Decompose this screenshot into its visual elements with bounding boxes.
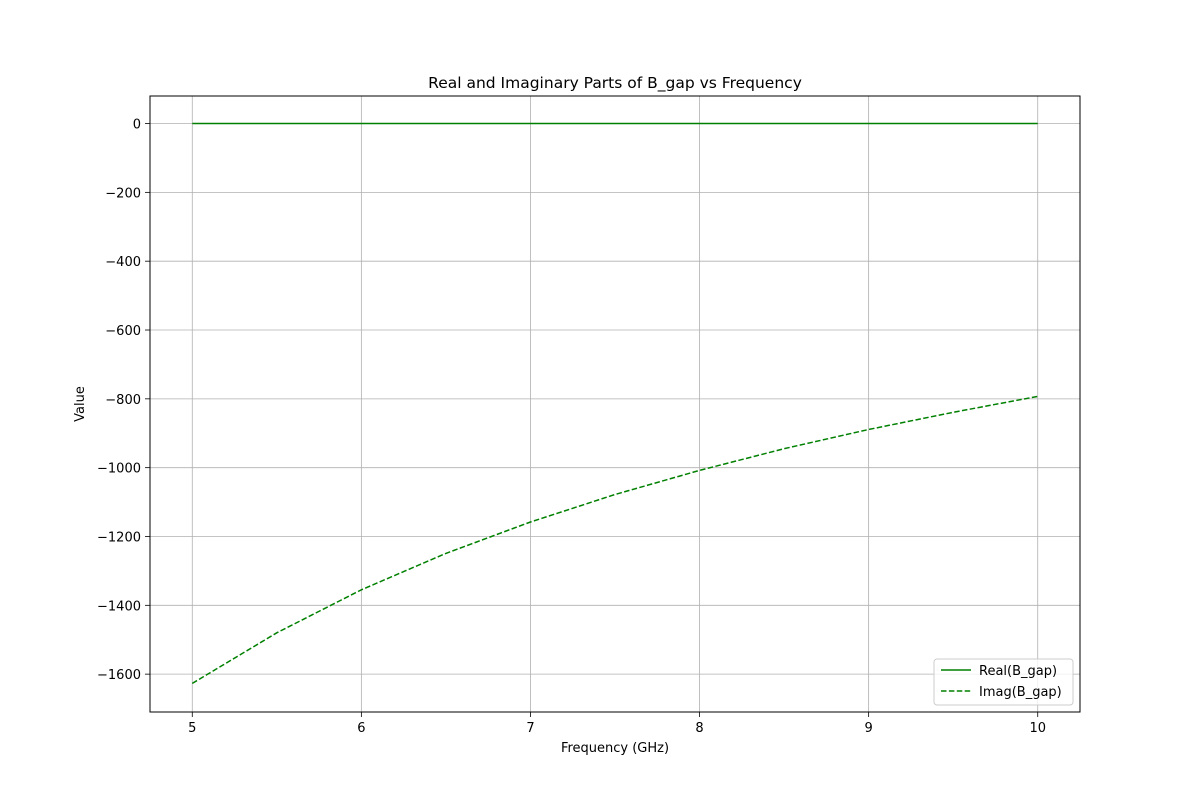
legend-label-imag: Imag(B_gap) bbox=[979, 685, 1062, 700]
y-tick-label: −800 bbox=[105, 393, 141, 408]
series-layer bbox=[191, 122, 1038, 685]
y-axis-label: Value bbox=[73, 386, 88, 422]
y-axis: 0 −200 −400 −600 −800 −1000 −1200 −1400 −1600 bbox=[97, 118, 150, 683]
x-axis-label: Frequency (GHz) bbox=[561, 741, 669, 756]
plot-area-frame bbox=[149, 95, 1081, 713]
x-tick-label: 10 bbox=[1029, 721, 1046, 736]
y-tick-label: −1000 bbox=[97, 462, 141, 477]
y-tick-label: 0 bbox=[133, 118, 141, 133]
y-tick-label: −1200 bbox=[97, 530, 141, 545]
y-tick-label: −600 bbox=[105, 324, 141, 339]
x-tick-label: 6 bbox=[357, 721, 365, 736]
y-tick-label: −200 bbox=[105, 186, 141, 201]
grid bbox=[150, 96, 1080, 712]
y-tick-label: −1600 bbox=[97, 668, 141, 683]
x-tick-label: 7 bbox=[526, 721, 534, 736]
x-axis: 5 6 7 8 9 10 bbox=[188, 712, 1046, 736]
legend-label-real: Real(B_gap) bbox=[979, 664, 1057, 679]
series-line-imag bbox=[191, 395, 1038, 685]
legend: Real(B_gap) Imag(B_gap) bbox=[933, 658, 1074, 706]
y-tick-label: −1400 bbox=[97, 599, 141, 614]
x-tick-label: 8 bbox=[695, 721, 703, 736]
y-tick-label: −400 bbox=[105, 255, 141, 270]
x-tick-label: 9 bbox=[864, 721, 872, 736]
chart-title: Real and Imaginary Parts of B_gap vs Fre… bbox=[428, 74, 802, 93]
x-tick-label: 5 bbox=[188, 721, 196, 736]
